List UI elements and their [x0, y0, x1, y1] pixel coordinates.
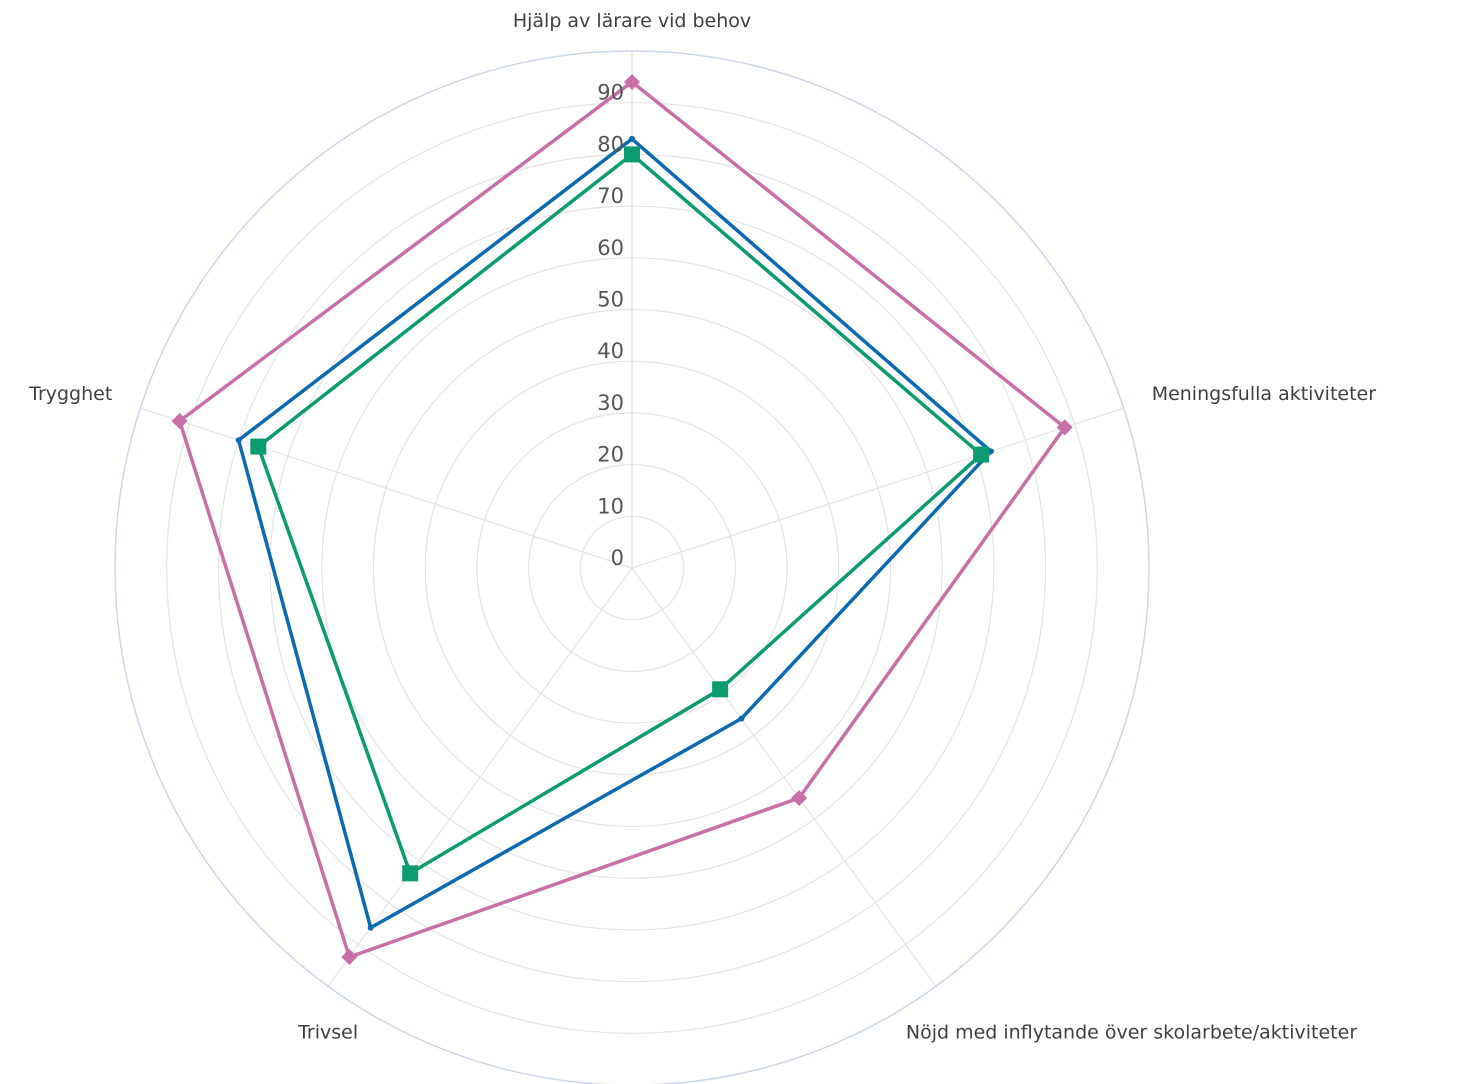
outer-ring-circle	[114, 50, 1150, 1084]
axis-labels: Hjälp av lärare vid behov Meningsfulla ak…	[28, 10, 1376, 1043]
axis-label: Trivsel	[297, 1021, 358, 1043]
data-point[interactable]	[235, 437, 242, 444]
axis-label: Hjälp av lärare vid behov	[513, 10, 751, 32]
data-point[interactable]	[624, 74, 640, 91]
axis-label: Trygghet	[28, 383, 112, 405]
series-2	[235, 135, 994, 931]
series-3	[250, 146, 990, 882]
axis-spoke	[327, 567, 633, 987]
data-point[interactable]	[629, 135, 635, 142]
data-point[interactable]	[738, 715, 745, 722]
axis-label: Nöjd med inflytande över skolarbete/akti…	[906, 1021, 1357, 1043]
axis-label: Meningsfulla aktiviteter	[1152, 383, 1377, 405]
data-point[interactable]	[402, 865, 419, 882]
tick-label: 40	[597, 339, 624, 363]
series-3-line	[256, 152, 984, 876]
data-point[interactable]	[624, 146, 640, 163]
series-2-line	[236, 136, 994, 931]
tick-label: 80	[597, 132, 624, 156]
data-point[interactable]	[987, 448, 994, 455]
tick-label: 30	[597, 391, 624, 415]
outer-ring	[114, 50, 1150, 1084]
axis-spoke	[631, 407, 1124, 569]
tick-label: 60	[597, 236, 624, 260]
series-1-line	[177, 79, 1068, 960]
tick-label: 90	[597, 81, 624, 105]
tick-labels: 0 10 20 30 40 50 60 70 80 90	[597, 81, 624, 570]
data-point[interactable]	[1056, 419, 1073, 436]
data-point[interactable]	[250, 438, 267, 455]
tick-label: 50	[597, 288, 624, 312]
axis-spoke	[140, 407, 633, 569]
tick-label: 0	[611, 546, 624, 570]
axis-spoke	[631, 567, 937, 987]
data-point[interactable]	[171, 413, 188, 430]
tick-label: 10	[597, 494, 624, 518]
grid-spokes	[140, 51, 1124, 987]
data-point[interactable]	[712, 681, 729, 698]
data-point[interactable]	[791, 790, 808, 807]
series-layer	[171, 74, 1073, 965]
data-point[interactable]	[973, 446, 990, 463]
data-point[interactable]	[341, 948, 358, 965]
tick-label: 70	[597, 184, 624, 208]
tick-label: 20	[597, 443, 624, 467]
data-point[interactable]	[367, 924, 374, 931]
series-1	[171, 74, 1073, 965]
